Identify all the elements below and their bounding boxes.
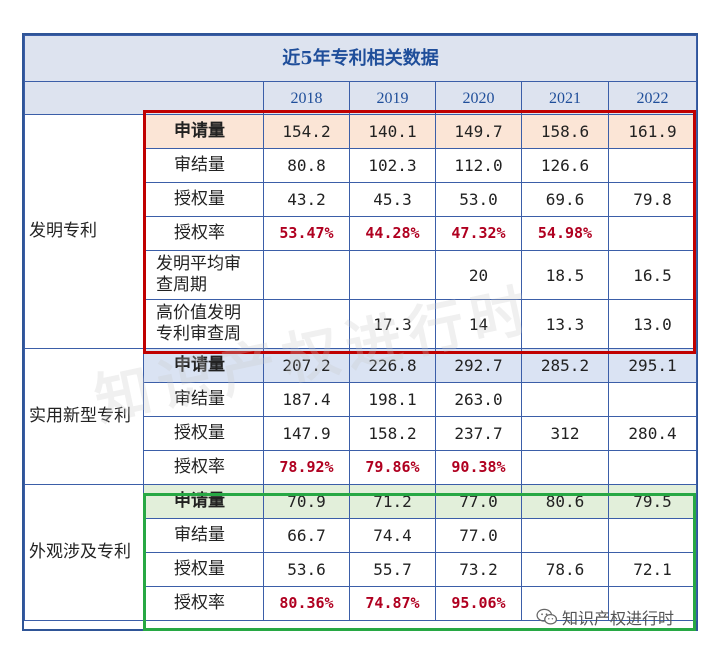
- metric-label-line2: 专利审查周: [156, 324, 241, 344]
- value-cell: 55.7: [349, 552, 436, 587]
- value-cell: 17.3: [349, 299, 436, 349]
- value-cell: 43.2: [263, 182, 350, 217]
- rate-cell: 80.36%: [263, 586, 350, 621]
- value-cell: 187.4: [263, 382, 350, 417]
- rate-cell: 44.28%: [349, 216, 436, 251]
- year-header: 2022: [607, 81, 698, 115]
- value-cell: 237.7: [435, 416, 522, 451]
- group-label-utility: 实用新型专利: [24, 348, 144, 485]
- rate-cell: 95.06%: [435, 586, 522, 621]
- metric-label: 申请量: [143, 114, 264, 149]
- source-logo: 知识产权进行时: [536, 605, 674, 629]
- value-cell: 79.8: [607, 182, 698, 217]
- group-label-invention: 发明专利: [24, 114, 144, 349]
- metric-label: 授权量: [143, 552, 264, 587]
- rate-cell: 47.32%: [435, 216, 522, 251]
- value-cell: 53.0: [435, 182, 522, 217]
- value-cell: 161.9: [607, 114, 698, 149]
- value-cell: 73.2: [435, 552, 522, 587]
- value-cell: 312: [521, 416, 609, 451]
- metric-label: 授权率: [143, 586, 264, 621]
- value-cell: [263, 250, 350, 300]
- rate-cell: [607, 586, 698, 621]
- value-cell: 74.4: [349, 518, 436, 553]
- value-cell: 263.0: [435, 382, 522, 417]
- rate-cell: [607, 216, 698, 251]
- group-label-design: 外观涉及专利: [24, 484, 144, 621]
- value-cell: 16.5: [607, 250, 698, 300]
- rate-cell: 54.98%: [521, 216, 609, 251]
- metric-label-multiline: 高价值发明 专利审查周: [143, 299, 264, 349]
- metric-label: 审结量: [143, 148, 264, 183]
- rate-cell: 74.87%: [349, 586, 436, 621]
- value-cell: 45.3: [349, 182, 436, 217]
- value-cell: 147.9: [263, 416, 350, 451]
- metric-label: 审结量: [143, 518, 264, 553]
- value-cell: [349, 250, 436, 300]
- value-cell: 71.2: [349, 484, 436, 519]
- value-cell: 77.0: [435, 518, 522, 553]
- value-cell: 77.0: [435, 484, 522, 519]
- patent-data-table: 近5年专利相关数据 2018 2019 2020 2021 2022 发明专利 …: [23, 35, 698, 621]
- value-cell: 70.9: [263, 484, 350, 519]
- metric-label: 授权率: [143, 450, 264, 485]
- value-cell: 198.1: [349, 382, 436, 417]
- value-cell: 13.3: [521, 299, 609, 349]
- wechat-icon: [536, 608, 558, 625]
- value-cell: 280.4: [607, 416, 698, 451]
- rate-cell: [607, 450, 698, 485]
- source-logo-text: 知识产权进行时: [562, 609, 675, 628]
- value-cell: 53.6: [263, 552, 350, 587]
- value-cell: [607, 382, 698, 417]
- metric-label: 授权量: [143, 416, 264, 451]
- value-cell: 66.7: [263, 518, 350, 553]
- year-header: 2018: [263, 81, 350, 115]
- metric-label-line1: 发明平均审: [156, 254, 241, 274]
- rate-cell: [521, 450, 609, 485]
- value-cell: 295.1: [607, 348, 698, 383]
- value-cell: 149.7: [435, 114, 522, 149]
- value-cell: [521, 382, 609, 417]
- metric-label: 申请量: [143, 484, 264, 519]
- value-cell: 72.1: [607, 552, 698, 587]
- value-cell: 80.6: [521, 484, 609, 519]
- value-cell: 112.0: [435, 148, 522, 183]
- value-cell: 158.6: [521, 114, 609, 149]
- value-cell: 126.6: [521, 148, 609, 183]
- metric-label-line2: 查周期: [156, 275, 207, 295]
- year-header: 2021: [521, 81, 609, 115]
- value-cell: 78.6: [521, 552, 609, 587]
- value-cell: 80.8: [263, 148, 350, 183]
- metric-label: 授权量: [143, 182, 264, 217]
- table-title: 近5年专利相关数据: [23, 35, 698, 82]
- metric-label: 授权率: [143, 216, 264, 251]
- rate-cell: 78.92%: [263, 450, 350, 485]
- value-cell: 158.2: [349, 416, 436, 451]
- value-cell: [607, 518, 698, 553]
- value-cell: [521, 518, 609, 553]
- year-header: 2019: [349, 81, 436, 115]
- value-cell: 79.5: [607, 484, 698, 519]
- value-cell: 140.1: [349, 114, 436, 149]
- value-cell: [607, 148, 698, 183]
- value-cell: 154.2: [263, 114, 350, 149]
- year-header: 2020: [435, 81, 522, 115]
- value-cell: 13.0: [607, 299, 698, 349]
- corner-cell: [24, 81, 264, 115]
- value-cell: 285.2: [521, 348, 609, 383]
- value-cell: 18.5: [521, 250, 609, 300]
- rate-cell: 90.38%: [435, 450, 522, 485]
- value-cell: 102.3: [349, 148, 436, 183]
- value-cell: 69.6: [521, 182, 609, 217]
- metric-label-multiline: 发明平均审 查周期: [143, 250, 264, 300]
- rate-cell: 79.86%: [349, 450, 436, 485]
- rate-cell: 53.47%: [263, 216, 350, 251]
- metric-label-line1: 高价值发明: [156, 303, 241, 323]
- rate-cell: [521, 586, 609, 621]
